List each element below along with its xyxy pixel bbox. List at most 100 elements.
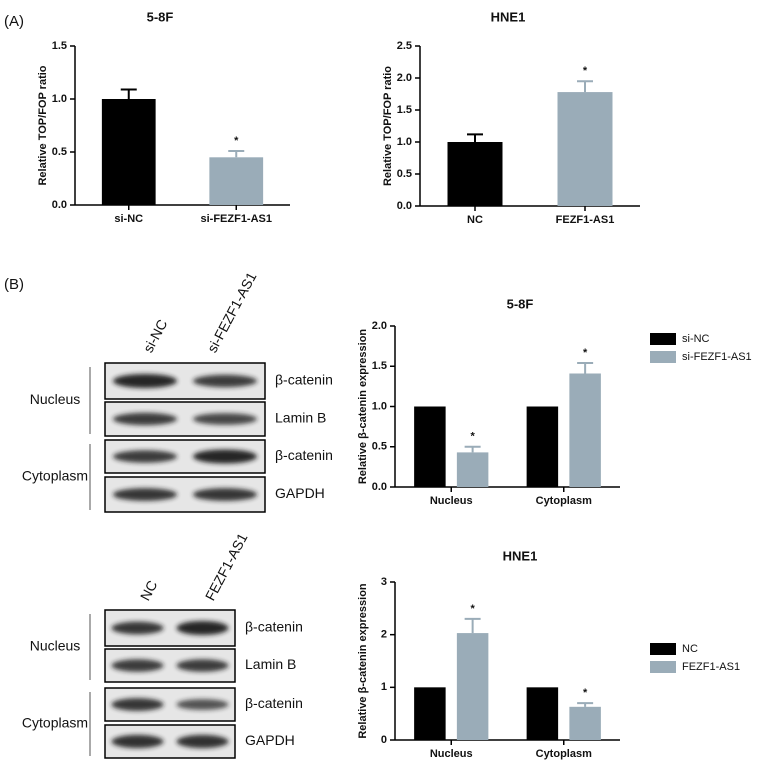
- error-bar: [577, 702, 594, 707]
- blot-band: [113, 374, 177, 388]
- protein-label: β-catenin: [275, 447, 333, 463]
- blot-band: [113, 450, 177, 463]
- y-tick-label: 0.5: [372, 441, 387, 453]
- x-tick-label: si-FEZF1-AS1: [200, 213, 272, 225]
- y-tick-label: 2.0: [397, 72, 412, 84]
- y-tick-label: 0.0: [372, 481, 387, 493]
- legend-label: si-NC: [682, 333, 710, 345]
- x-tick-label: Cytoplasm: [536, 495, 592, 507]
- significance-marker: *: [234, 135, 239, 147]
- bar: [209, 157, 264, 205]
- legend-swatch: [650, 333, 676, 345]
- panel-label: (B): [4, 276, 24, 293]
- panel-label: (A): [4, 13, 24, 30]
- y-axis-label: Relative β-catenin expression: [357, 329, 369, 485]
- legend-swatch: [650, 661, 676, 673]
- legend-label: FEZF1-AS1: [682, 661, 740, 673]
- significance-marker: *: [470, 603, 475, 615]
- bar: [526, 406, 559, 487]
- protein-label: Lamin B: [245, 656, 296, 672]
- significance-marker: *: [583, 347, 588, 359]
- bar: [526, 687, 559, 740]
- y-tick-label: 1.0: [397, 136, 412, 148]
- y-tick-label: 1.0: [372, 400, 387, 412]
- y-tick-label: 0: [381, 734, 387, 746]
- y-tick-label: 0.0: [52, 199, 67, 211]
- blot-band: [176, 621, 229, 635]
- y-tick-label: 1.5: [52, 40, 67, 52]
- y-axis-label: Relative TOP/FOP ratio: [37, 65, 49, 185]
- blot-band: [193, 488, 257, 501]
- bar: [569, 706, 601, 740]
- bar: [447, 142, 503, 206]
- blot-band: [111, 621, 164, 635]
- protein-label: GAPDH: [275, 485, 325, 501]
- bar: [456, 633, 489, 740]
- blot-band: [193, 374, 257, 388]
- blot-band: [111, 734, 164, 749]
- error-bar: [467, 133, 483, 142]
- blot-band: [176, 699, 229, 710]
- y-tick-label: 1.5: [397, 104, 412, 116]
- y-tick-label: 1.5: [372, 360, 387, 372]
- blot-band: [176, 659, 229, 672]
- lane-label: si-NC: [140, 317, 171, 355]
- lane-label: FEZF1-AS1: [202, 530, 251, 603]
- protein-label: GAPDH: [245, 732, 295, 748]
- y-tick-label: 3: [381, 576, 387, 588]
- chart-title: 5-8F: [507, 296, 534, 311]
- significance-marker: *: [470, 431, 475, 443]
- chart-title: 5-8F: [147, 9, 174, 24]
- error-bar: [228, 149, 245, 158]
- protein-label: Lamin B: [275, 410, 326, 426]
- x-tick-label: Nucleus: [430, 748, 473, 760]
- lane-label: NC: [137, 578, 161, 603]
- error-bar: [464, 617, 481, 634]
- x-tick-label: si-NC: [114, 213, 143, 225]
- error-bar: [577, 80, 593, 93]
- significance-marker: *: [583, 65, 588, 77]
- chart-title: HNE1: [503, 548, 538, 563]
- x-tick-label: Cytoplasm: [536, 748, 592, 760]
- legend-swatch: [650, 643, 676, 655]
- group-label: Cytoplasm: [22, 468, 88, 484]
- protein-label: β-catenin: [245, 619, 303, 635]
- x-tick-label: Nucleus: [430, 495, 473, 507]
- bar: [414, 687, 446, 740]
- blot-band: [193, 449, 257, 464]
- blot-band: [111, 659, 164, 672]
- group-label: Nucleus: [30, 391, 81, 407]
- bar: [456, 452, 489, 487]
- y-axis-label: Relative TOP/FOP ratio: [382, 66, 394, 186]
- legend-label: NC: [682, 643, 698, 655]
- blot-band: [176, 734, 229, 749]
- y-tick-label: 2.0: [372, 320, 387, 332]
- group-label: Cytoplasm: [22, 715, 88, 731]
- y-tick-label: 0.5: [52, 146, 67, 158]
- y-axis-label: Relative β-catenin expression: [357, 583, 369, 739]
- bar: [101, 99, 156, 205]
- y-tick-label: 2: [381, 629, 387, 641]
- blot-band: [193, 413, 257, 425]
- y-tick-label: 2.5: [397, 40, 412, 52]
- error-bar: [577, 362, 594, 374]
- y-tick-label: 1: [381, 681, 387, 693]
- significance-marker: *: [583, 687, 588, 699]
- group-label: Nucleus: [30, 638, 81, 654]
- blot-band: [111, 698, 164, 711]
- x-tick-label: FEZF1-AS1: [556, 214, 615, 226]
- chart-title: HNE1: [491, 9, 526, 24]
- error-bar: [120, 88, 137, 99]
- y-tick-label: 0.5: [397, 168, 412, 180]
- legend-label: si-FEZF1-AS1: [682, 351, 752, 363]
- x-tick-label: NC: [467, 214, 483, 226]
- bar: [569, 373, 601, 487]
- legend-swatch: [650, 351, 676, 363]
- protein-label: β-catenin: [245, 695, 303, 711]
- blot-band: [113, 488, 177, 501]
- error-bar: [464, 445, 481, 453]
- bar: [557, 92, 613, 206]
- y-tick-label: 0.0: [397, 200, 412, 212]
- protein-label: β-catenin: [275, 372, 333, 388]
